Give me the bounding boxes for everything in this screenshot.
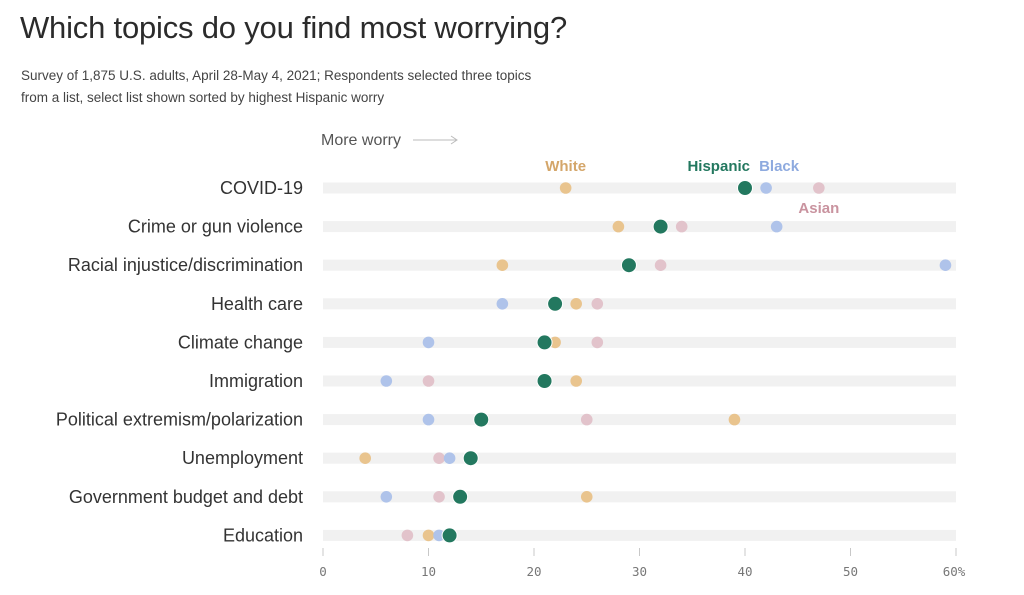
dot-asian-covid-19 bbox=[813, 182, 825, 194]
dot-white-racial-injustice-discrimination bbox=[496, 259, 509, 272]
dot-hispanic-covid-19 bbox=[737, 180, 753, 196]
dot-black-unemployment bbox=[443, 452, 456, 465]
category-label-government-budget-and-debt: Government budget and debt bbox=[69, 487, 303, 507]
dot-hispanic-climate-change bbox=[536, 334, 553, 351]
dot-asian-immigration bbox=[422, 375, 435, 387]
row-track-climate-change bbox=[323, 336, 956, 348]
legend-labels: White Asian Black Hispanic bbox=[545, 158, 839, 217]
chart-title: Which topics do you find most worrying? bbox=[20, 10, 567, 45]
dot-black-immigration bbox=[380, 375, 393, 387]
row-track-immigration bbox=[323, 375, 956, 387]
dot-asian-racial-injustice-discrimination bbox=[654, 259, 667, 272]
dot-hispanic-unemployment bbox=[462, 450, 479, 467]
dot-black-health-care bbox=[496, 298, 509, 310]
x-tick-label-6: 60% bbox=[943, 564, 966, 579]
more-worry-arrow-head bbox=[450, 135, 458, 145]
more-worry-indicator: More worry bbox=[321, 132, 458, 149]
row-track-crime-or-gun-violence bbox=[323, 221, 956, 233]
row-track-health-care bbox=[323, 298, 956, 310]
dot-white-covid-19 bbox=[559, 182, 572, 194]
row-track-political-extremism-polarization bbox=[323, 414, 956, 426]
dot-asian-education bbox=[401, 529, 414, 542]
dot-hispanic-crime-or-gun-violence bbox=[652, 218, 669, 235]
dot-black-education bbox=[433, 529, 445, 542]
dot-hispanic-education bbox=[441, 527, 458, 544]
dot-black-climate-change bbox=[422, 336, 435, 349]
row-track-education bbox=[323, 529, 956, 541]
category-label-crime-or-gun-violence: Crime or gun violence bbox=[128, 217, 303, 237]
subtitle-line-1: Survey of 1,875 U.S. adults, April 28-Ma… bbox=[21, 68, 532, 83]
dot-black-racial-injustice-discrimination bbox=[939, 259, 952, 272]
dot-asian-climate-change bbox=[591, 336, 604, 349]
category-label-immigration: Immigration bbox=[209, 371, 303, 391]
dot-white-crime-or-gun-violence bbox=[612, 220, 625, 233]
category-label-climate-change: Climate change bbox=[178, 332, 303, 352]
dot-hispanic-health-care bbox=[547, 295, 564, 312]
dot-black-crime-or-gun-violence bbox=[770, 220, 783, 233]
category-label-racial-injustice-discrimination: Racial injustice/discrimination bbox=[68, 255, 303, 275]
dot-white-education bbox=[422, 529, 435, 542]
dot-black-government-budget-and-debt bbox=[380, 491, 393, 503]
x-tick-label-2: 20 bbox=[526, 564, 541, 579]
x-tick-label-5: 50 bbox=[843, 564, 858, 579]
row-track-racial-injustice-discrimination bbox=[323, 259, 956, 271]
category-label-unemployment: Unemployment bbox=[182, 448, 303, 468]
dot-hispanic-immigration bbox=[536, 373, 553, 389]
x-tick-label-1: 10 bbox=[421, 564, 436, 579]
x-axis: 0 10 20 30 40 50 60% bbox=[319, 548, 966, 579]
category-label-covid-19: COVID-19 bbox=[220, 178, 303, 198]
dot-hispanic-political-extremism-polarization bbox=[473, 411, 490, 428]
category-labels: COVID-19 Crime or gun violence Racial inju… bbox=[56, 178, 303, 545]
subtitle-line-2: from a list, select list shown sorted by… bbox=[21, 90, 385, 105]
chart-subtitle: Survey of 1,875 U.S. adults, April 28-Ma… bbox=[21, 65, 621, 109]
dot-asian-health-care bbox=[591, 298, 604, 310]
row-track-covid-19 bbox=[323, 182, 956, 194]
dot-white-immigration bbox=[570, 375, 582, 387]
dot-hispanic-government-budget-and-debt bbox=[452, 488, 469, 505]
dot-black-covid-19 bbox=[760, 182, 772, 194]
row-tracks bbox=[323, 182, 956, 541]
dot-white-government-budget-and-debt bbox=[580, 491, 593, 503]
category-label-political-extremism-polarization: Political extremism/polarization bbox=[56, 410, 303, 430]
legend-label-black: Black bbox=[759, 158, 800, 175]
x-tick-label-0: 0 bbox=[319, 564, 327, 579]
category-label-health-care: Health care bbox=[211, 294, 303, 314]
dot-asian-government-budget-and-debt bbox=[433, 491, 445, 503]
dot-black-political-extremism-polarization bbox=[422, 413, 435, 426]
data-points bbox=[359, 180, 952, 544]
dot-white-health-care bbox=[570, 298, 582, 310]
dot-white-climate-change bbox=[549, 336, 561, 349]
row-track-government-budget-and-debt bbox=[323, 491, 956, 503]
row-track-unemployment bbox=[323, 452, 956, 464]
legend-label-asian: Asian bbox=[798, 200, 839, 217]
more-worry-label: More worry bbox=[321, 132, 401, 149]
x-tick-label-3: 30 bbox=[632, 564, 647, 579]
dot-hispanic-racial-injustice-discrimination bbox=[620, 257, 637, 274]
x-tick-label-4: 40 bbox=[737, 564, 752, 579]
legend-label-hispanic: Hispanic bbox=[687, 158, 750, 175]
dot-white-unemployment bbox=[359, 452, 372, 465]
dot-asian-political-extremism-polarization bbox=[580, 413, 593, 426]
dot-white-political-extremism-polarization bbox=[728, 413, 741, 426]
category-label-education: Education bbox=[223, 525, 303, 545]
legend-label-white: White bbox=[545, 158, 586, 175]
dot-asian-crime-or-gun-violence bbox=[675, 220, 688, 233]
dot-asian-unemployment bbox=[433, 452, 445, 465]
